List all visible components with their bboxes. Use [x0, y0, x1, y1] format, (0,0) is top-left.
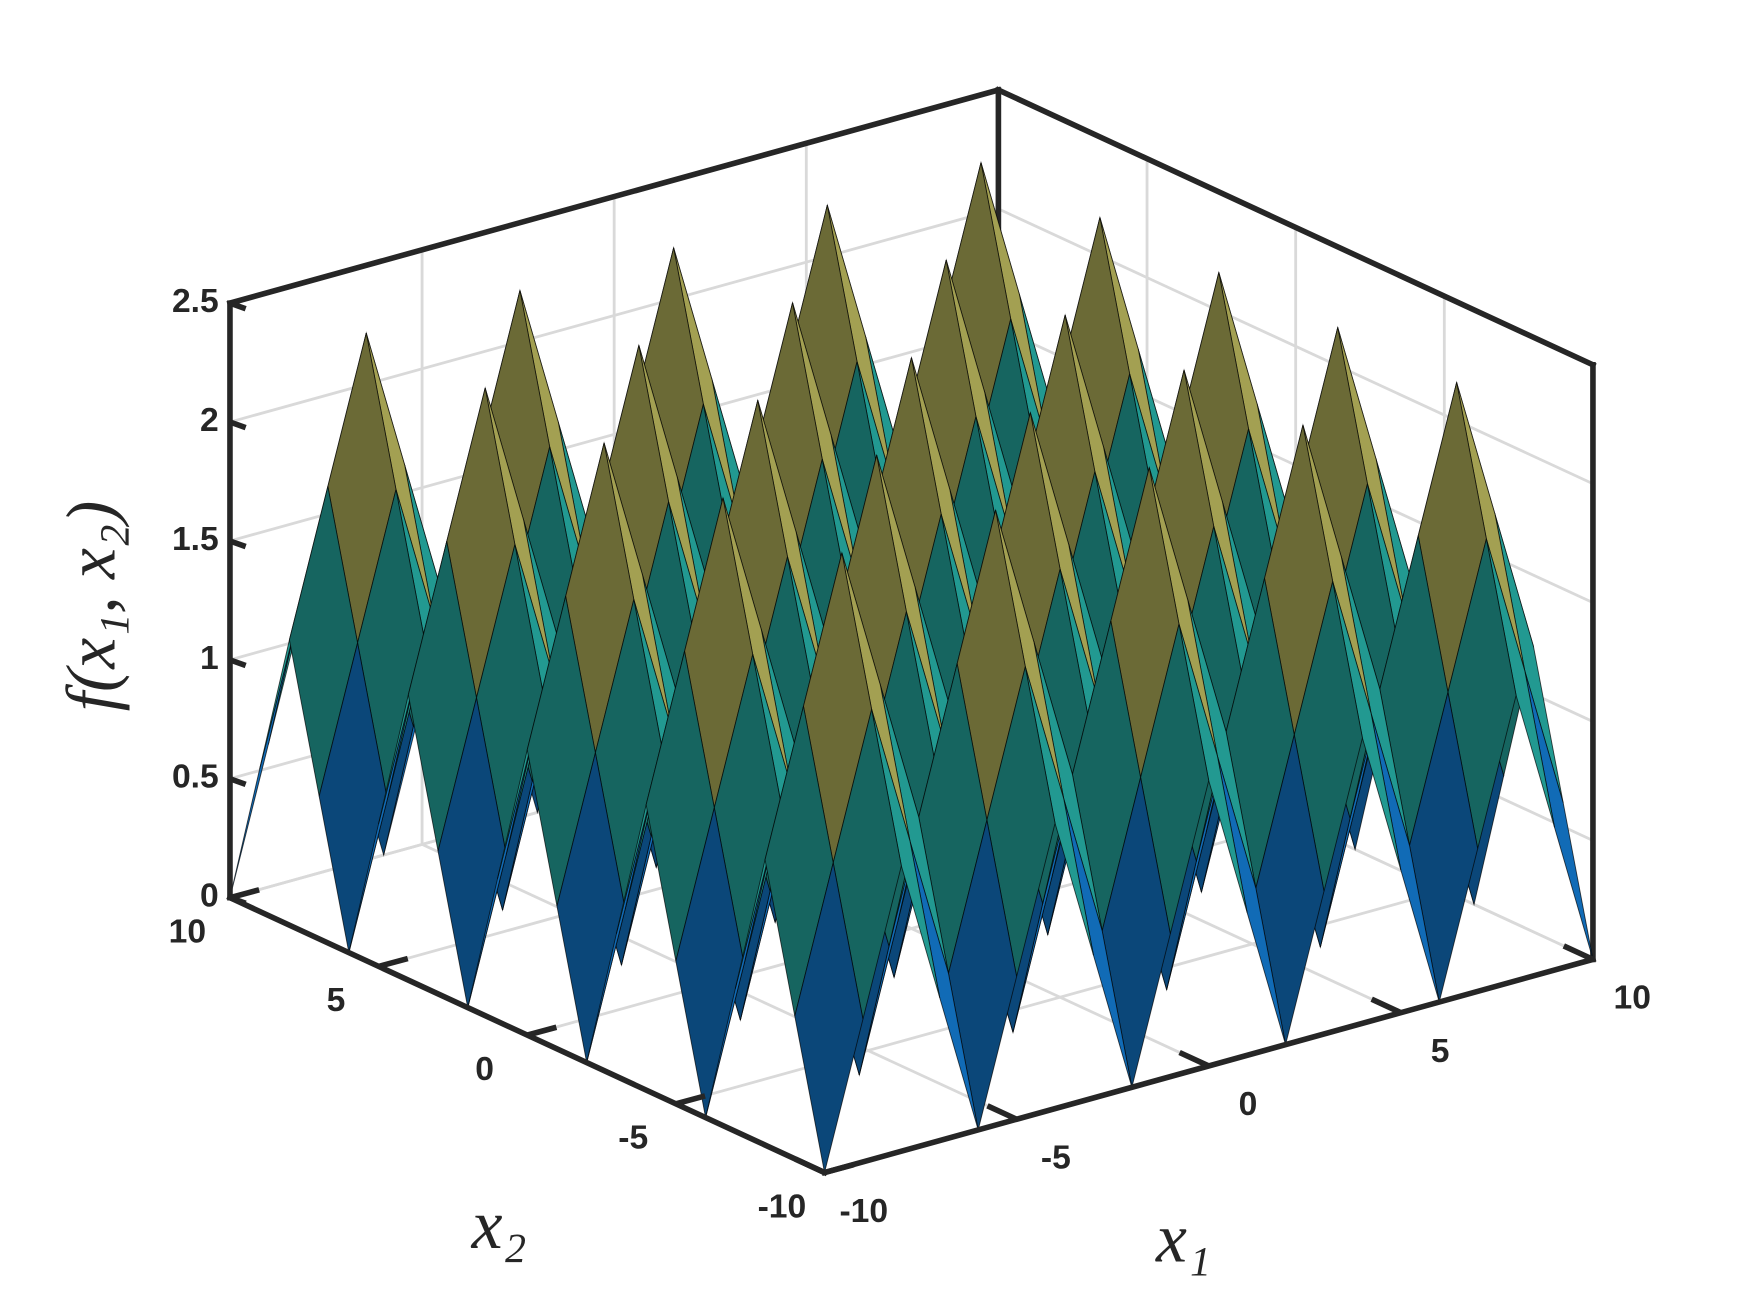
x1-tick-label: 5 — [1431, 1033, 1450, 1070]
x2-tick-label: 10 — [169, 913, 206, 950]
axis-line — [994, 86, 1597, 369]
x1-tick-label: 10 — [1614, 980, 1651, 1017]
z-tick-label: 1 — [200, 640, 219, 677]
tick-mark — [823, 1161, 855, 1176]
surface — [229, 160, 1594, 1173]
tick-mark — [377, 955, 409, 970]
x2-tick-label: 5 — [327, 982, 346, 1019]
axis-line — [226, 86, 1002, 307]
z-tick-label: 2.5 — [172, 283, 219, 320]
x1-label: x₁ — [1155, 1200, 1211, 1277]
axes-front: 0 0.5 1 1.5 2 2.5 -10 -5 0 5 10 -10 -5 0 5 10 — [169, 283, 1651, 1230]
x1-tick-label: -10 — [839, 1193, 888, 1230]
z-tick-label: 1.5 — [172, 521, 219, 558]
surface-patch — [794, 862, 864, 1173]
x2-label: x₂ — [471, 1187, 527, 1264]
x1-tick-label: 0 — [1239, 1086, 1258, 1123]
tick-mark — [526, 1024, 558, 1038]
tick-mark — [1178, 1049, 1210, 1069]
tick-mark — [229, 419, 247, 431]
z-tick-label: 0.5 — [172, 759, 219, 796]
x2-tick-label: -5 — [618, 1120, 648, 1157]
tick-mark — [229, 887, 260, 901]
tick-mark — [1370, 996, 1403, 1016]
tick-mark — [986, 1103, 1018, 1122]
z-tick-label: 2 — [200, 402, 219, 439]
tick-mark — [229, 300, 247, 312]
tick-mark — [675, 1093, 706, 1107]
x2-tick-label: -10 — [758, 1188, 807, 1225]
tick-mark — [229, 538, 247, 550]
tick-mark — [1562, 943, 1595, 962]
z-label: f(x₁, x₂) — [54, 501, 131, 712]
x1-tick-label: -5 — [1041, 1140, 1071, 1177]
tick-mark — [794, 1156, 826, 1176]
x2-tick-label: 0 — [475, 1051, 494, 1088]
tick-mark — [229, 657, 247, 669]
z-tick-label: 0 — [200, 878, 219, 915]
tick-mark — [229, 776, 247, 788]
